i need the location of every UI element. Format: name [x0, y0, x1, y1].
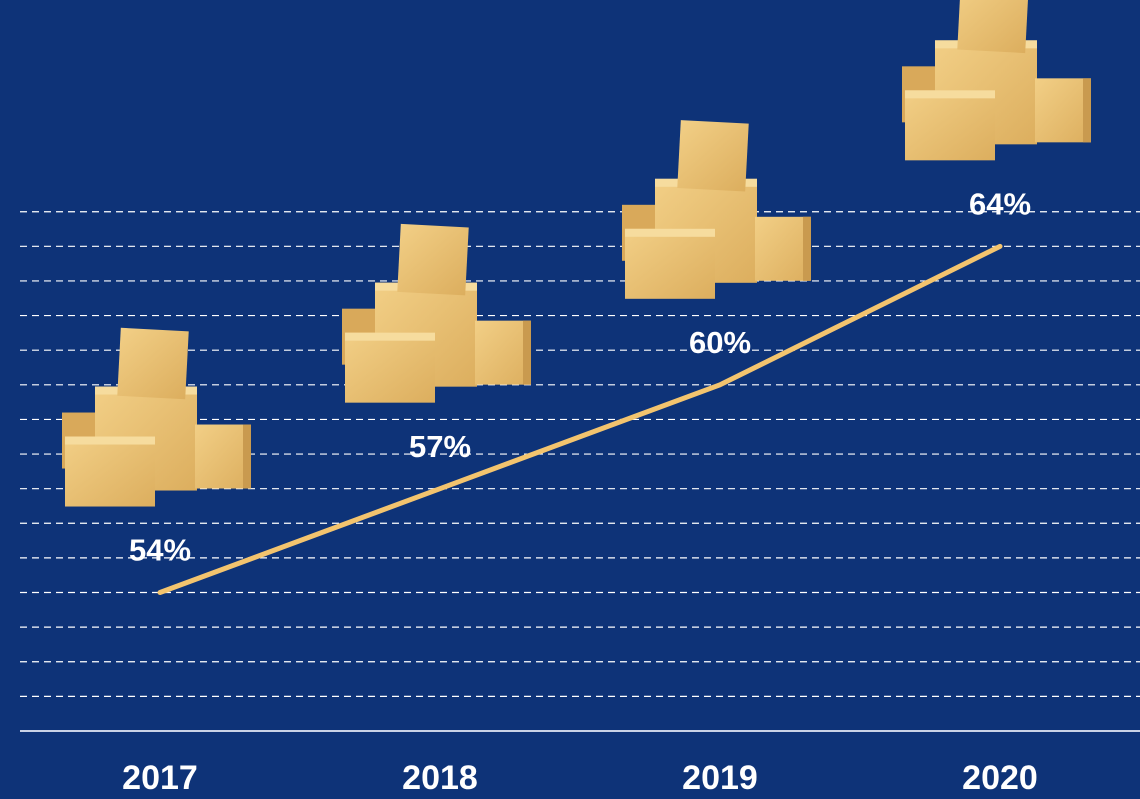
x-tick-label: 2019 [682, 759, 758, 797]
line [157, 243, 1003, 596]
plot: 2017 2018 2019 2020 54% 57% 60% 64% [122, 187, 1038, 797]
x-tick-label: 2017 [122, 759, 198, 797]
decoration [62, 0, 1091, 507]
value-label: 57% [409, 429, 471, 464]
box-stack [342, 223, 531, 403]
box-stack [622, 120, 811, 299]
value-label: 54% [129, 533, 191, 568]
x-tick-label: 2018 [402, 759, 478, 797]
value-label: 60% [689, 325, 751, 360]
box-stack [902, 0, 1091, 161]
box-stack [62, 327, 251, 507]
value-label: 64% [969, 187, 1031, 222]
x-tick-label: 2020 [962, 759, 1038, 797]
